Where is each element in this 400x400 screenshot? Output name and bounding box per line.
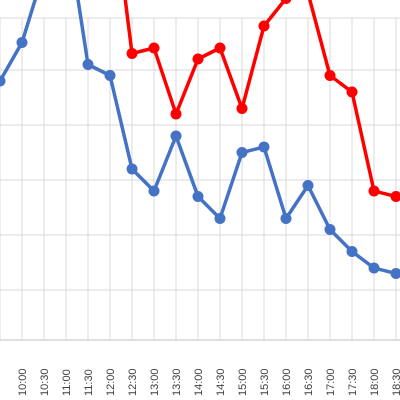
series-layer (0, 0, 400, 279)
data-point (258, 141, 270, 153)
data-point (346, 86, 358, 98)
data-point (148, 185, 160, 197)
data-point (16, 37, 28, 48)
x-tick-label: 12:00 (105, 368, 117, 396)
data-point (368, 185, 380, 197)
data-point (280, 213, 292, 224)
data-point (258, 20, 270, 32)
x-tick-label: 17:30 (347, 368, 359, 396)
x-tick-label: 13:00 (149, 368, 161, 396)
x-tick-label: 14:00 (193, 368, 205, 396)
data-point (324, 70, 336, 81)
x-tick-label: 12:30 (127, 368, 139, 396)
series-line-1 (0, 0, 400, 277)
x-tick-label: 17:00 (325, 368, 337, 396)
x-tick-label: 18:30 (391, 368, 400, 396)
data-point (324, 224, 336, 235)
x-tick-label: 16:30 (303, 368, 315, 396)
data-point (236, 147, 248, 158)
x-tick-label: 18:00 (369, 368, 381, 396)
data-point (280, 0, 292, 4)
x-tick-label: 16:00 (281, 368, 293, 396)
data-point (368, 262, 380, 274)
data-point (390, 191, 400, 202)
series-line-0 (123, 0, 400, 201)
x-tick-label: 14:30 (215, 368, 227, 396)
data-point (192, 53, 204, 65)
data-point (126, 48, 138, 59)
gridlines (0, 17, 400, 341)
data-point (192, 191, 204, 202)
x-tick-label: 15:30 (259, 368, 271, 396)
data-point (214, 42, 226, 54)
data-point (170, 130, 182, 142)
x-tick-label: 10:00 (17, 368, 29, 396)
data-point (0, 75, 6, 87)
data-point (236, 103, 248, 114)
data-point (126, 163, 138, 175)
data-point (214, 213, 226, 224)
data-point (82, 59, 94, 70)
data-point (302, 180, 314, 191)
x-tick-label: 11:30 (83, 369, 95, 396)
data-point (346, 246, 358, 257)
x-tick-label: 13:30 (171, 368, 183, 396)
data-point (104, 70, 116, 81)
x-tick-label: 10:30 (39, 368, 51, 396)
data-point (170, 108, 182, 120)
x-tick-label: 11:00 (61, 369, 73, 396)
data-point (148, 42, 160, 54)
x-tick-labels: 10:00 10:30 11:00 11:30 12:00 12:30 13:00 13:30… (17, 368, 400, 396)
x-tick-label: 15:00 (237, 368, 249, 396)
data-point (390, 268, 400, 279)
